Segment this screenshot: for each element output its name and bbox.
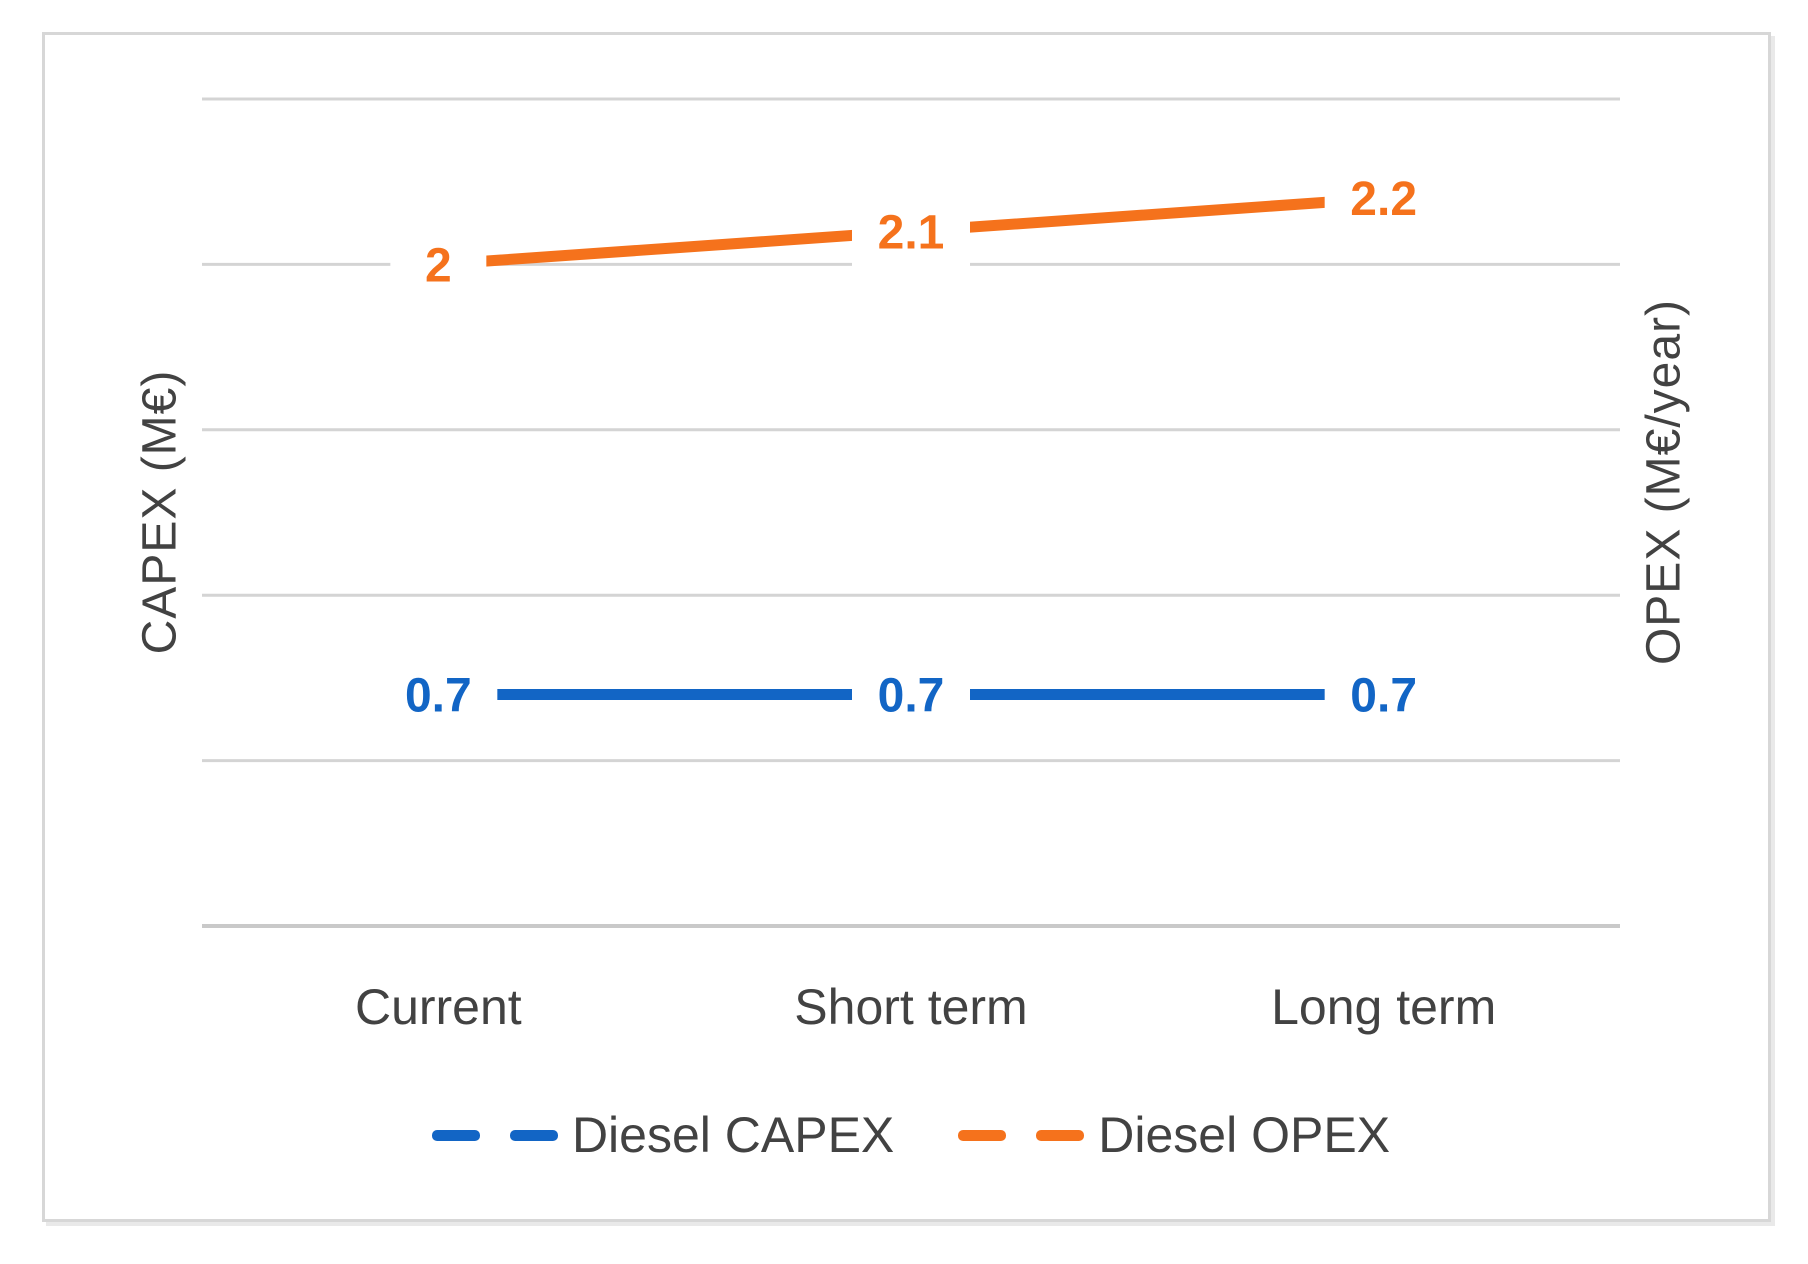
data-label-diesel-opex: 2.1: [878, 206, 945, 259]
dashed-line-swatch-icon: [431, 1129, 480, 1141]
data-label-diesel-capex: 0.7: [405, 669, 472, 722]
right-axis-title: OPEX (M€/year): [1637, 298, 1691, 666]
dashed-line-swatch-icon: [509, 1129, 558, 1141]
data-label-mask: [390, 226, 487, 303]
data-label-diesel-capex: 0.7: [1350, 669, 1417, 722]
data-label-mask: [1324, 656, 1443, 733]
data-label-mask: [852, 193, 970, 270]
legend-label: Diesel OPEX: [1098, 1107, 1391, 1163]
data-label-mask: [379, 656, 498, 733]
x-axis-label-current: Current: [354, 979, 522, 1035]
legend: Diesel CAPEX Diesel OPEX: [202, 1106, 1620, 1164]
legend-label: Diesel CAPEX: [571, 1107, 895, 1163]
data-label-diesel-opex: 2.2: [1350, 173, 1417, 226]
x-axis-label-short-term: Short term: [794, 979, 1028, 1035]
left-axis-title: CAPEX (M€): [133, 369, 187, 655]
data-label-mask: [852, 656, 970, 733]
data-label-mask: [1324, 160, 1443, 237]
dashed-line-swatch-icon: [958, 1129, 1007, 1141]
dashed-line-swatch-icon: [1036, 1129, 1085, 1141]
x-axis-label-long-term: Long term: [1271, 979, 1497, 1035]
data-label-diesel-opex: 2: [425, 239, 452, 292]
data-label-diesel-capex: 0.7: [878, 669, 945, 722]
legend-item-diesel-capex: Diesel CAPEX: [431, 1106, 895, 1164]
legend-item-diesel-opex: Diesel OPEX: [958, 1106, 1390, 1164]
